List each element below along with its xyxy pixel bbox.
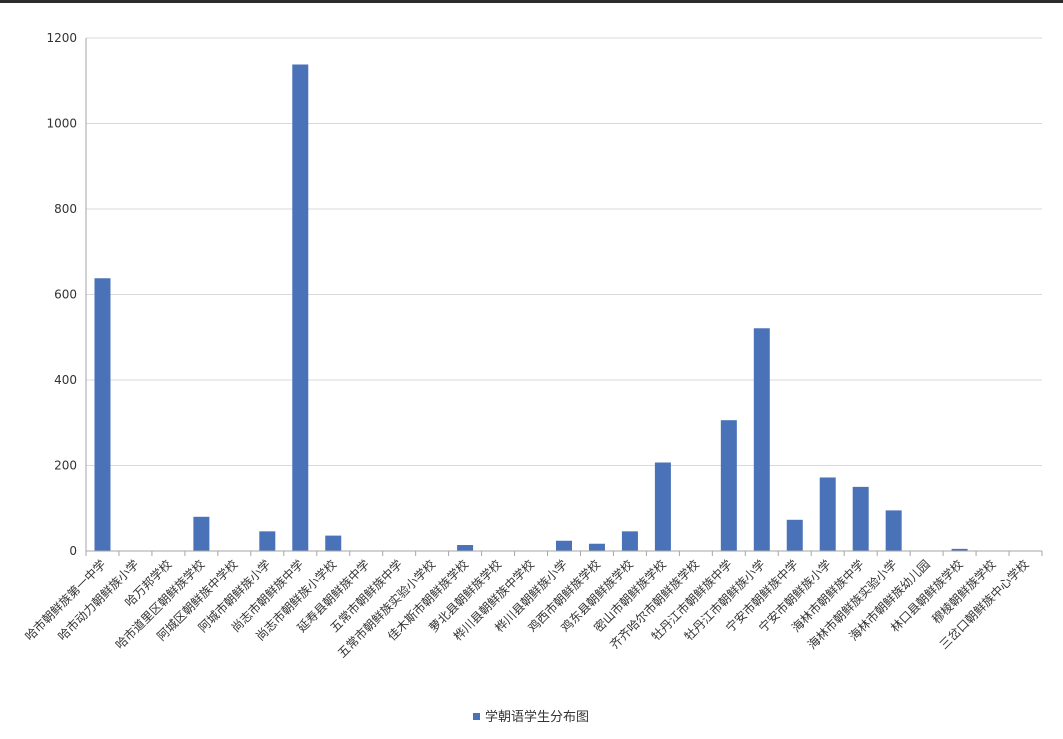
y-tick-label: 400 xyxy=(54,373,77,387)
bar xyxy=(193,516,210,551)
y-axis-ticks: 0 200 400 600 800 1000 1200 xyxy=(46,31,77,558)
bar xyxy=(325,535,342,551)
bar xyxy=(885,510,902,551)
bar xyxy=(588,543,605,551)
y-tick-label: 1200 xyxy=(46,31,77,45)
y-tick-label: 600 xyxy=(54,288,77,302)
bar xyxy=(292,64,309,551)
bar xyxy=(654,462,671,551)
bar xyxy=(556,540,572,551)
legend: 学朝语学生分布图 xyxy=(473,709,589,725)
gridlines xyxy=(86,37,1042,466)
bar xyxy=(951,548,968,551)
bar xyxy=(753,328,770,551)
y-tick-label: 800 xyxy=(54,202,77,216)
bar xyxy=(786,519,803,551)
bar xyxy=(621,531,638,551)
bar xyxy=(819,477,836,551)
legend-swatch xyxy=(473,713,480,720)
y-tick-label: 1000 xyxy=(46,117,77,131)
bars xyxy=(94,64,968,551)
bar xyxy=(457,545,474,551)
legend-label: 学朝语学生分布图 xyxy=(485,709,589,725)
bar-chart: 0 200 400 600 800 1000 1200 哈市朝鲜族第一中学哈市动力朝鲜族小学… xyxy=(22,31,1043,725)
bar xyxy=(720,420,737,551)
bar xyxy=(852,486,869,551)
axes xyxy=(85,38,1043,556)
y-tick-label: 0 xyxy=(69,544,77,558)
y-tick-label: 200 xyxy=(54,459,77,473)
bar xyxy=(259,531,276,551)
x-axis-category-labels: 哈市朝鲜族第一中学哈市动力朝鲜族小学哈万邦学校哈市道里区朝鲜族学校阿城区朝鲜族中… xyxy=(22,557,1032,661)
bar xyxy=(94,278,111,551)
